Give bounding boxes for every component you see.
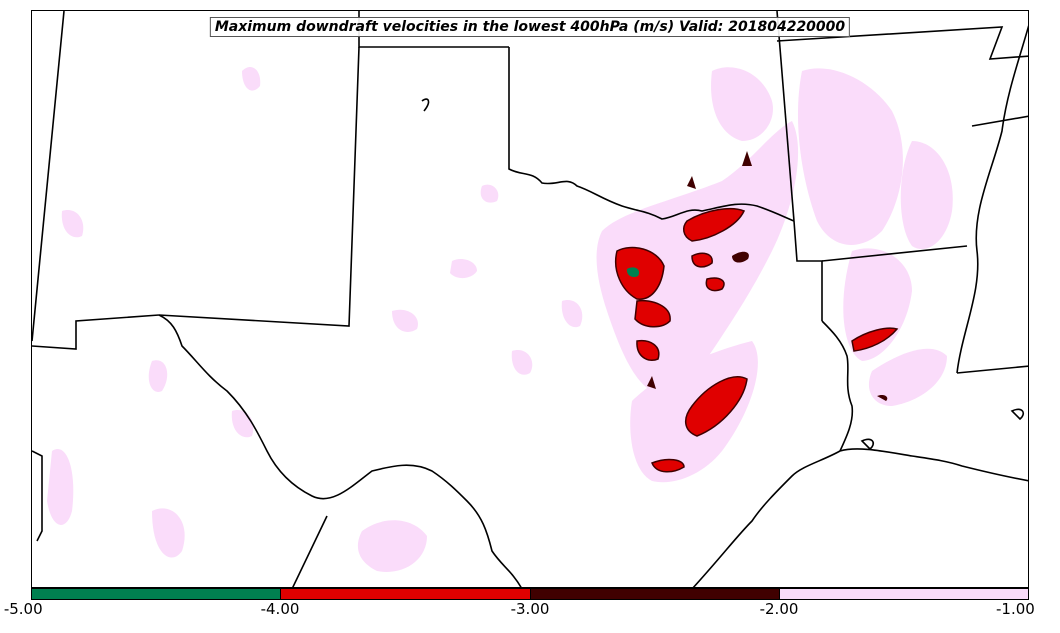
strong-downdraft-cells [615,151,899,473]
colorbar-tick-2: -4.00 [260,600,300,618]
colorbar-segment-2 [281,589,531,599]
colorbar [31,588,1029,600]
colorbar-segment-1 [32,589,282,599]
map-canvas [32,11,1028,587]
colorbar-tick-4: -2.00 [759,600,799,618]
state-boundaries [32,11,1028,587]
colorbar-segment-4 [779,589,1028,599]
colorbar-tick-3: -3.00 [510,600,550,618]
map-panel: Maximum downdraft velocities in the lowe… [31,10,1029,588]
light-downdraft-areas [47,66,953,572]
colorbar-tick-1: -5.00 [3,600,43,618]
colorbar-segment-3 [530,589,780,599]
map-title: Maximum downdraft velocities in the lowe… [209,17,851,37]
colorbar-tick-5: -1.00 [996,600,1035,618]
